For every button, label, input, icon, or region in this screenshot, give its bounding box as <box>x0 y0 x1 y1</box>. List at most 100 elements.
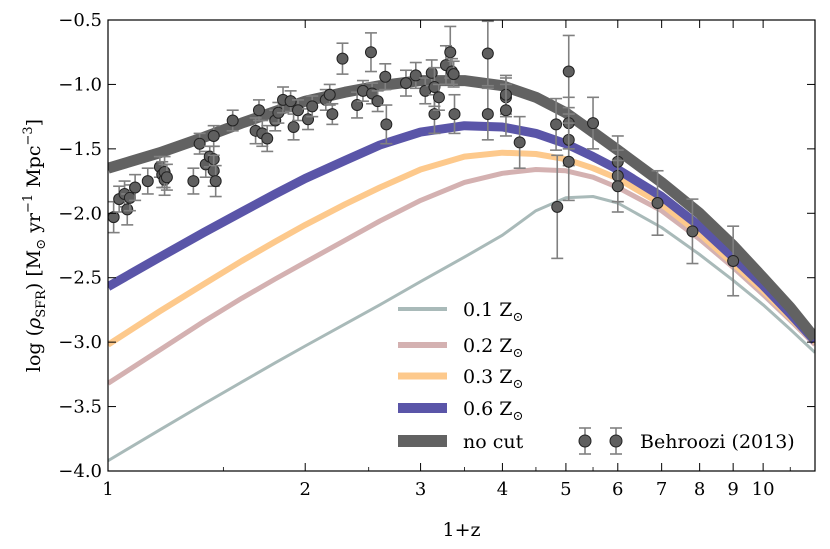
obs-marker <box>209 175 222 188</box>
y-axis-label-part: ) [M <box>23 250 45 290</box>
legend-label-0: 0.1 Z⊙ <box>463 299 523 325</box>
obs-marker <box>187 175 200 188</box>
y-tick-label: −3.5 <box>58 397 102 418</box>
obs-point-20 <box>226 109 239 132</box>
legend-marker <box>609 434 623 448</box>
obs-point-28 <box>284 90 297 113</box>
obs-marker <box>444 46 457 59</box>
obs-point-12 <box>187 167 200 195</box>
obs-marker <box>513 136 526 149</box>
x-tick-label: 5 <box>560 479 571 500</box>
obs-marker <box>252 104 265 117</box>
legend-label-2: 0.3 Z⊙ <box>463 366 523 392</box>
legend-label-1: 0.2 Z⊙ <box>463 335 523 361</box>
legend-marker <box>578 434 592 448</box>
obs-point-71 <box>611 159 624 213</box>
y-axis-label-part: log ( <box>23 329 45 372</box>
obs-marker <box>379 70 392 83</box>
obs-marker <box>371 95 384 108</box>
obs-marker <box>447 68 460 81</box>
obs-marker <box>611 180 624 193</box>
y-tick-label: −2.5 <box>58 268 102 289</box>
obs-point-24 <box>261 124 274 153</box>
series-line-3 <box>108 121 815 344</box>
obs-marker <box>351 99 364 112</box>
obs-marker <box>207 129 220 142</box>
obs-point-50 <box>432 83 445 111</box>
obs-marker <box>651 196 664 209</box>
obs-marker <box>551 200 564 213</box>
obs-marker <box>481 47 494 60</box>
obs-marker <box>481 108 494 121</box>
obs-point-44 <box>399 69 412 97</box>
obs-marker <box>550 118 563 131</box>
obs-point-0 <box>107 200 120 234</box>
obs-marker <box>141 175 154 188</box>
obs-marker <box>193 137 206 150</box>
obs-marker <box>306 100 319 113</box>
obs-point-62 <box>550 97 563 151</box>
obs-point-34 <box>323 83 336 106</box>
legend-obs-marker-0 <box>578 427 592 455</box>
y-axis-label: log (ρSFR) [M⊙ yr−1 Mpc−3] <box>21 119 49 372</box>
obs-marker <box>448 108 461 121</box>
obs-point-60 <box>499 83 512 137</box>
legend-label-3: 0.6 Z⊙ <box>463 398 523 424</box>
obs-point-5 <box>129 173 142 202</box>
obs-point-19 <box>209 164 222 198</box>
x-tick-label: 7 <box>656 479 667 500</box>
y-axis-label-rho: ρ <box>23 317 45 330</box>
y-tick-label: −0.5 <box>58 10 102 31</box>
obs-marker <box>409 69 422 82</box>
obs-marker <box>425 66 438 79</box>
series-line-4 <box>108 75 815 342</box>
obs-point-56 <box>481 20 494 87</box>
legend-label-behroozi: Behroozi (2013) <box>640 431 795 453</box>
obs-point-64 <box>562 34 575 109</box>
x-tick-label: 3 <box>415 479 426 500</box>
x-tick-label: 1 <box>102 479 113 500</box>
legend-obs-marker-1 <box>609 427 623 455</box>
obs-marker <box>432 91 445 104</box>
obs-marker <box>129 181 142 194</box>
obs-point-41 <box>371 90 384 113</box>
obs-point-72 <box>651 169 664 236</box>
obs-point-55 <box>448 93 461 135</box>
series-line-1 <box>108 167 815 386</box>
obs-point-35 <box>326 102 339 126</box>
obs-marker <box>380 118 393 131</box>
x-tick-label: 2 <box>299 479 310 500</box>
legend-label-4: no cut <box>463 431 524 453</box>
x-tick-label: 4 <box>497 479 508 500</box>
obs-marker <box>428 108 441 121</box>
obs-marker <box>399 77 412 90</box>
series-line-0 <box>108 195 815 462</box>
obs-point-38 <box>356 79 369 102</box>
legend: 0.1 Z⊙ 0.2 Z⊙ 0.3 Z⊙ 0.6 Z⊙ no cut Behroozi (… <box>398 299 795 455</box>
x-tick-label: 6 <box>612 479 623 500</box>
obs-point-45 <box>409 61 422 90</box>
obs-marker <box>336 52 349 65</box>
y-axis-label-sun-subscript: ⊙ <box>34 239 49 250</box>
x-tick-label: 8 <box>694 479 705 500</box>
obs-point-30 <box>292 99 305 122</box>
obs-point-68 <box>587 96 600 150</box>
plot-frame <box>107 19 816 472</box>
obs-marker <box>261 132 274 145</box>
obs-marker <box>284 95 297 108</box>
obs-marker <box>686 225 699 238</box>
obs-marker <box>499 104 512 117</box>
y-axis-label-subscript: SFR <box>34 289 49 318</box>
obs-point-32 <box>306 95 319 118</box>
obs-marker <box>123 191 136 204</box>
obs-point-54 <box>447 60 460 88</box>
obs-marker <box>587 117 600 130</box>
y-tick-label: −2.0 <box>58 203 102 224</box>
y-axis-label-superscript: −3 <box>21 126 36 145</box>
x-tick-label: 9 <box>727 479 738 500</box>
y-axis-label-part: ] <box>23 119 45 126</box>
obs-point-61 <box>513 115 526 169</box>
y-tick-label: −3.0 <box>58 332 102 353</box>
obs-point-74 <box>727 225 740 297</box>
